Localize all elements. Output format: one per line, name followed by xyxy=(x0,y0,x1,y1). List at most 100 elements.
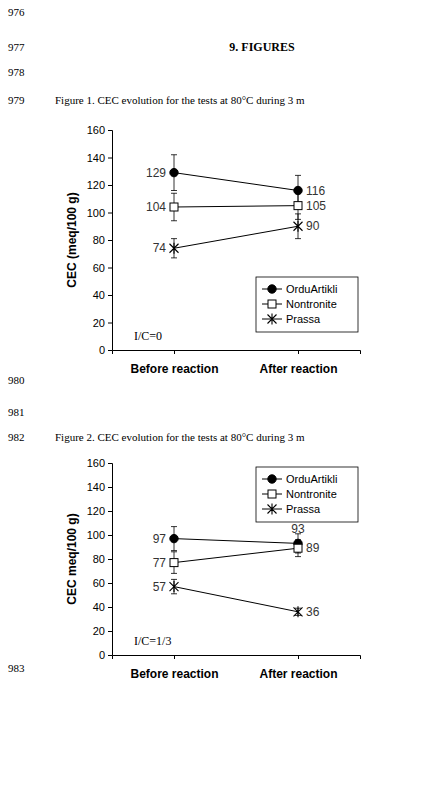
legend: OrduArtikliNontronitePrassa xyxy=(256,467,358,522)
y-tick-label: 120 xyxy=(87,505,105,517)
x-tick-mark xyxy=(298,350,299,354)
data-label: 116 xyxy=(306,184,325,198)
y-tick: 100 xyxy=(87,529,112,541)
y-tick: 40 xyxy=(93,289,112,301)
y-tick-mark xyxy=(108,535,112,536)
data-label: 129 xyxy=(146,166,166,180)
y-tick-mark xyxy=(108,240,112,241)
error-bar xyxy=(171,193,177,221)
y-tick: 100 xyxy=(87,207,112,219)
legend-marker xyxy=(268,490,276,498)
x-tick: After reaction xyxy=(259,350,337,376)
y-axis-title: CEC meq/100 g) xyxy=(65,513,79,604)
legend-label: OrduArtikli xyxy=(286,283,337,295)
y-tick: 140 xyxy=(87,152,112,164)
data-point xyxy=(294,202,302,210)
y-tick-label: 160 xyxy=(87,124,105,136)
y-tick: 160 xyxy=(87,124,112,136)
y-tick-label: 60 xyxy=(93,577,105,589)
legend-marker xyxy=(268,314,277,325)
y-axis: 020406080100120140160 xyxy=(87,124,113,356)
data-label: 36 xyxy=(306,605,320,619)
y-axis-line xyxy=(108,131,113,351)
y-tick: 120 xyxy=(87,505,112,517)
y-tick: 120 xyxy=(87,179,112,191)
y-tick-label: 100 xyxy=(87,529,105,541)
x-tick: Before reaction xyxy=(130,655,218,681)
data-label: 97 xyxy=(153,532,167,546)
y-axis-title: CEC (meq/100 g) xyxy=(65,192,79,287)
legend-label: Prassa xyxy=(286,313,321,325)
y-tick: 20 xyxy=(93,317,112,329)
legend-label: OrduArtikli xyxy=(286,473,337,485)
y-tick: 160 xyxy=(87,457,112,469)
series-line xyxy=(174,226,298,248)
data-label: 74 xyxy=(153,241,167,255)
y-tick: 0 xyxy=(99,344,112,356)
data-point xyxy=(170,559,178,567)
y-tick-mark xyxy=(108,268,112,269)
caption: Figure 1. CEC evolution for the tests at… xyxy=(55,94,305,106)
data-label: 90 xyxy=(306,219,320,233)
x-tick-label: After reaction xyxy=(259,667,337,681)
x-axis: Before reaction After reaction xyxy=(113,655,361,681)
y-tick-mark xyxy=(108,295,112,296)
data-point xyxy=(170,203,178,211)
y-tick-label: 140 xyxy=(87,481,105,493)
legend-marker xyxy=(268,300,276,308)
legend-box xyxy=(256,277,358,332)
series-line xyxy=(174,587,298,612)
y-tick-mark xyxy=(108,559,112,560)
data-label: 104 xyxy=(146,200,166,214)
y-tick-mark xyxy=(108,158,112,159)
plot-marks xyxy=(170,155,303,258)
y-tick-label: 80 xyxy=(93,234,105,246)
data-label: 105 xyxy=(306,199,326,213)
error-bar xyxy=(295,540,301,557)
y-tick: 60 xyxy=(93,577,112,589)
y-tick: 40 xyxy=(93,601,112,613)
line-number: 979 xyxy=(8,94,25,106)
data-label: 89 xyxy=(306,541,320,555)
heading: 9. FIGURES xyxy=(229,40,295,54)
legend-label: Nontronite xyxy=(286,298,337,310)
y-tick: 80 xyxy=(93,553,112,565)
y-tick-mark xyxy=(108,185,112,186)
y-tick-label: 80 xyxy=(93,553,105,565)
data-label: 57 xyxy=(153,580,167,594)
x-tick-label: After reaction xyxy=(259,362,337,376)
y-tick-label: 0 xyxy=(99,344,105,356)
legend-marker xyxy=(268,504,277,515)
line-number: 983 xyxy=(8,662,25,674)
x-axis: Before reaction After reaction xyxy=(113,350,361,376)
y-tick-mark xyxy=(108,655,112,656)
y-tick-mark xyxy=(108,213,112,214)
series-line xyxy=(174,173,298,191)
x-tick-mark xyxy=(174,350,175,354)
legend-box xyxy=(256,467,358,522)
y-tick-label: 140 xyxy=(87,152,105,164)
x-tick: After reaction xyxy=(259,655,337,681)
line-number: 981 xyxy=(8,406,25,418)
y-tick-label: 160 xyxy=(87,457,105,469)
y-tick-label: 100 xyxy=(87,207,105,219)
data-point xyxy=(294,544,302,552)
y-tick-mark xyxy=(108,323,112,324)
y-tick-mark xyxy=(108,511,112,512)
data-point xyxy=(170,243,179,254)
x-axis-line xyxy=(113,351,361,355)
y-tick-mark xyxy=(108,583,112,584)
x-tick-label: Before reaction xyxy=(130,362,218,376)
y-axis: 0 20 40 60 80 100 120 140 160 xyxy=(87,457,113,661)
y-tick-mark xyxy=(108,130,112,131)
line-number: 982 xyxy=(8,431,25,443)
y-tick-label: 0 xyxy=(99,649,105,661)
y-tick: 20 xyxy=(93,625,112,637)
y-tick-label: 20 xyxy=(93,317,105,329)
chart: Figure 2. CEC evolution for the tests at… xyxy=(55,431,361,681)
data-point xyxy=(170,168,178,176)
legend-label: Prassa xyxy=(286,503,321,515)
y-tick-label: 20 xyxy=(93,625,105,637)
data-point xyxy=(170,581,179,592)
legend: OrduArtikli Nontronite Prassa xyxy=(256,277,358,332)
